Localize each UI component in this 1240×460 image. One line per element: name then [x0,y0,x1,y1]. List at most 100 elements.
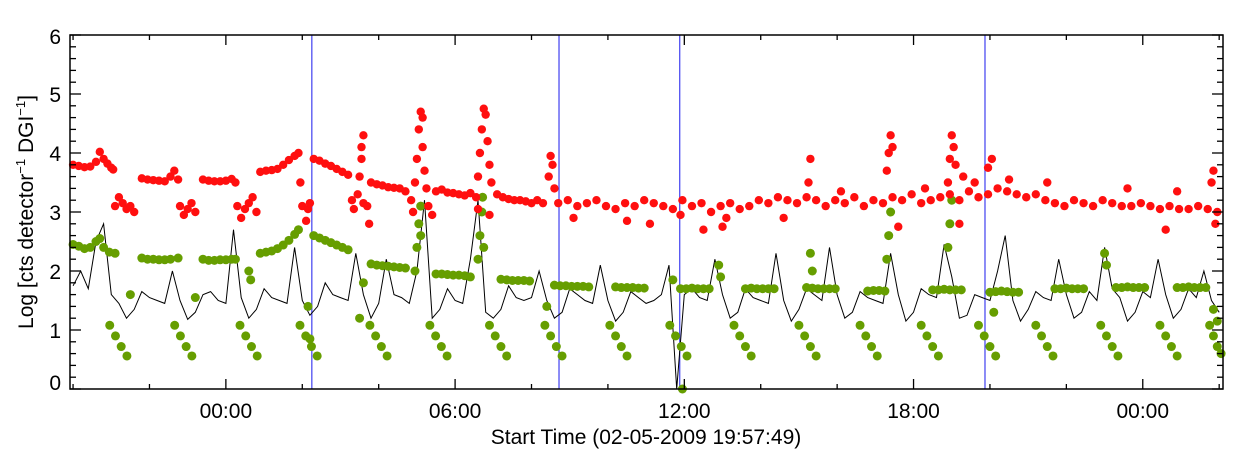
green-data-point [884,231,894,241]
red-data-point [410,178,420,187]
red-data-point [806,154,815,164]
red-data-point [406,196,416,205]
green-data-point [1037,331,1047,341]
red-data-point [725,198,735,208]
green-data-point [682,351,692,361]
red-data-point [1088,201,1098,211]
green-data-point [800,331,810,341]
green-data-point [740,342,750,352]
green-data-point [496,342,506,352]
red-data-point [1203,204,1212,214]
red-data-point [301,216,311,226]
red-data-point [882,166,892,175]
green-data-point [484,320,494,330]
red-data-point [1184,204,1193,214]
red-data-point [187,198,196,208]
red-data-point [175,201,185,211]
green-data-point [542,301,552,311]
green-data-point [110,331,120,341]
green-data-point [306,342,316,352]
green-data-point [1100,248,1110,258]
green-data-point [1101,331,1111,341]
green-data-point [244,266,254,276]
red-data-point [554,198,563,208]
red-data-point [668,204,678,214]
red-data-point [592,196,601,205]
red-data-point [676,210,685,220]
red-data-point [811,196,821,205]
green-data-point [746,351,756,361]
red-data-point [1209,166,1218,175]
x-tick-label: 12:00 [658,400,711,423]
red-data-point [983,190,993,199]
red-data-point [687,201,697,211]
green-data-point [616,342,626,352]
green-data-point [956,285,966,295]
red-data-point [783,196,792,205]
red-data-point [414,125,424,134]
green-data-point [989,307,999,317]
y-tick-label: 0 [49,372,61,395]
green-data-point [769,284,779,294]
red-data-point [840,198,849,208]
green-data-point [110,248,120,258]
red-data-point [252,207,261,217]
red-data-point [649,198,658,208]
red-data-point [546,151,555,161]
green-data-point [478,192,488,202]
red-data-point [473,172,483,181]
red-data-point [716,201,725,211]
green-data-point [584,282,594,292]
x-tick-label: 00:00 [200,400,253,423]
red-data-point [110,201,120,211]
red-data-point [473,204,483,214]
red-data-point [1172,187,1182,196]
y-axis-title-exponent: −1 [13,101,28,116]
green-data-point [551,342,561,352]
red-data-point [236,213,246,223]
green-data-point [1096,320,1106,330]
red-data-point [347,196,357,205]
green-data-point [546,331,556,341]
red-data-point [1043,178,1052,187]
green-data-point [605,320,615,330]
green-data-point [400,263,410,273]
red-data-point [888,193,897,202]
green-data-point [175,331,185,341]
green-data-point [807,266,817,276]
red-data-point [869,196,878,205]
red-data-point [294,148,303,158]
red-data-point [1155,204,1165,214]
red-data-point [548,160,557,169]
green-data-point [252,351,262,361]
red-data-point [1108,198,1117,208]
green-data-point [414,219,424,229]
green-data-point [170,320,180,330]
red-data-point [987,154,997,164]
green-data-point [303,301,313,311]
red-data-point [959,172,968,181]
green-data-point [611,331,621,341]
green-data-point [830,284,840,294]
green-data-point [284,235,294,245]
red-data-point [1041,196,1050,205]
red-data-point [878,198,888,208]
red-data-point [1004,175,1014,184]
red-data-point [764,198,773,208]
red-data-point [920,184,930,193]
red-data-point [678,196,687,205]
y-tick-label: 4 [49,143,61,166]
red-data-point [947,131,956,140]
green-data-point [358,278,368,288]
green-data-point [729,320,739,330]
green-data-point [416,201,426,211]
green-data-point [122,351,132,361]
red-data-point [1031,190,1040,199]
green-data-point [1212,342,1222,352]
y-tick-label: 6 [49,26,61,49]
green-data-point [1042,342,1052,352]
green-data-point [376,342,386,352]
red-data-point [888,142,897,152]
green-data-point [416,231,426,241]
green-data-point [490,331,500,341]
